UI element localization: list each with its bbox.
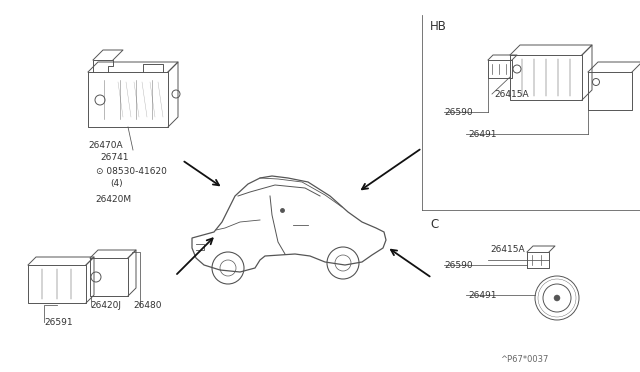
Text: 26470A: 26470A — [88, 141, 123, 150]
Text: 26741: 26741 — [100, 153, 129, 162]
Text: 26480: 26480 — [133, 301, 161, 310]
Text: ^P67*0037: ^P67*0037 — [500, 355, 548, 364]
Text: (4): (4) — [110, 179, 123, 188]
Text: 26415A: 26415A — [490, 245, 525, 254]
Text: 26491: 26491 — [468, 130, 497, 139]
Text: 26420M: 26420M — [95, 195, 131, 204]
Text: 26415A: 26415A — [494, 90, 529, 99]
Circle shape — [554, 295, 560, 301]
Text: 26420J: 26420J — [90, 301, 121, 310]
Text: 26591: 26591 — [44, 318, 72, 327]
Text: 26590: 26590 — [444, 261, 472, 270]
Text: 26491: 26491 — [468, 291, 497, 300]
Text: ⊙ 08530-41620: ⊙ 08530-41620 — [96, 167, 167, 176]
Text: HB: HB — [430, 20, 447, 33]
Text: C: C — [430, 218, 438, 231]
Text: 26590: 26590 — [444, 108, 472, 117]
